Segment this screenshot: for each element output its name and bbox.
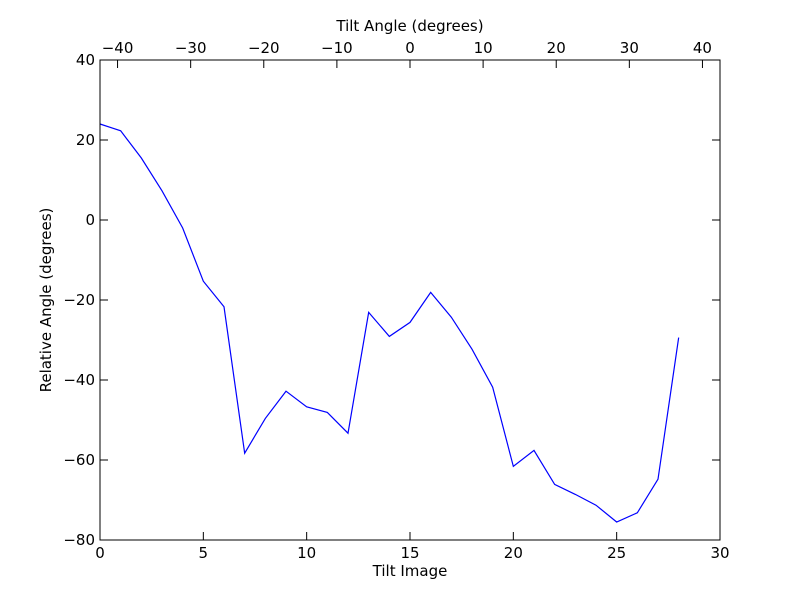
y-tick-label: 0 bbox=[85, 211, 95, 229]
y-tick-label: −60 bbox=[63, 451, 95, 469]
top-x-tick-label: 20 bbox=[547, 39, 566, 57]
top-x-tick-label: 0 bbox=[405, 39, 415, 57]
x-tick-label: 30 bbox=[710, 544, 729, 562]
x-axis-label: Tilt Image bbox=[372, 562, 448, 580]
top-x-tick-label: −20 bbox=[248, 39, 280, 57]
x-tick-label: 25 bbox=[607, 544, 626, 562]
y-tick-label: −40 bbox=[63, 371, 95, 389]
y-axis-label: Relative Angle (degrees) bbox=[37, 208, 55, 393]
top-x-tick-label: 40 bbox=[693, 39, 712, 57]
labels-layer: Tilt Image Tilt Angle (degrees) Relative… bbox=[37, 17, 484, 580]
series-layer bbox=[99, 123, 680, 523]
x-tick-label: 10 bbox=[297, 544, 316, 562]
y-tick-label: −20 bbox=[63, 291, 95, 309]
y-tick-label: 20 bbox=[76, 131, 95, 149]
top-x-tick-label: 30 bbox=[620, 39, 639, 57]
series-line bbox=[99, 123, 680, 523]
top-x-tick-label: −40 bbox=[102, 39, 134, 57]
top-x-tick-label: −30 bbox=[175, 39, 207, 57]
plot-area-frame bbox=[99, 59, 721, 541]
x-tick-label: 5 bbox=[199, 544, 209, 562]
x-tick-label: 15 bbox=[400, 544, 419, 562]
x-tick-label: 0 bbox=[95, 544, 105, 562]
y-tick-label: −80 bbox=[63, 531, 95, 549]
plot-area-background bbox=[100, 60, 720, 540]
ticks-layer: 0 5 10 15 20 25 30 −40 −30 −20 −10 0 10 20 30 40 40 20 0 −2… bbox=[63, 39, 729, 562]
y-tick-label: 40 bbox=[76, 51, 95, 69]
top-x-axis-label: Tilt Angle (degrees) bbox=[335, 17, 483, 35]
top-x-tick-label: 10 bbox=[474, 39, 493, 57]
top-x-tick-label: −10 bbox=[321, 39, 353, 57]
x-tick-label: 20 bbox=[504, 544, 523, 562]
